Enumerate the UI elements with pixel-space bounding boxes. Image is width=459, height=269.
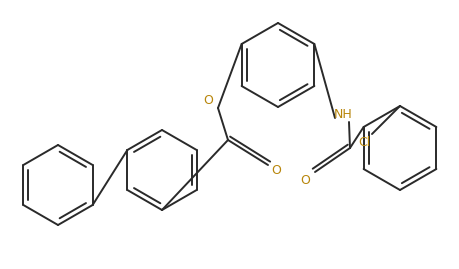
Text: O: O	[203, 94, 213, 107]
Text: O: O	[300, 174, 310, 186]
Text: Cl: Cl	[358, 136, 370, 148]
Text: NH: NH	[334, 108, 353, 121]
Text: O: O	[271, 164, 281, 176]
